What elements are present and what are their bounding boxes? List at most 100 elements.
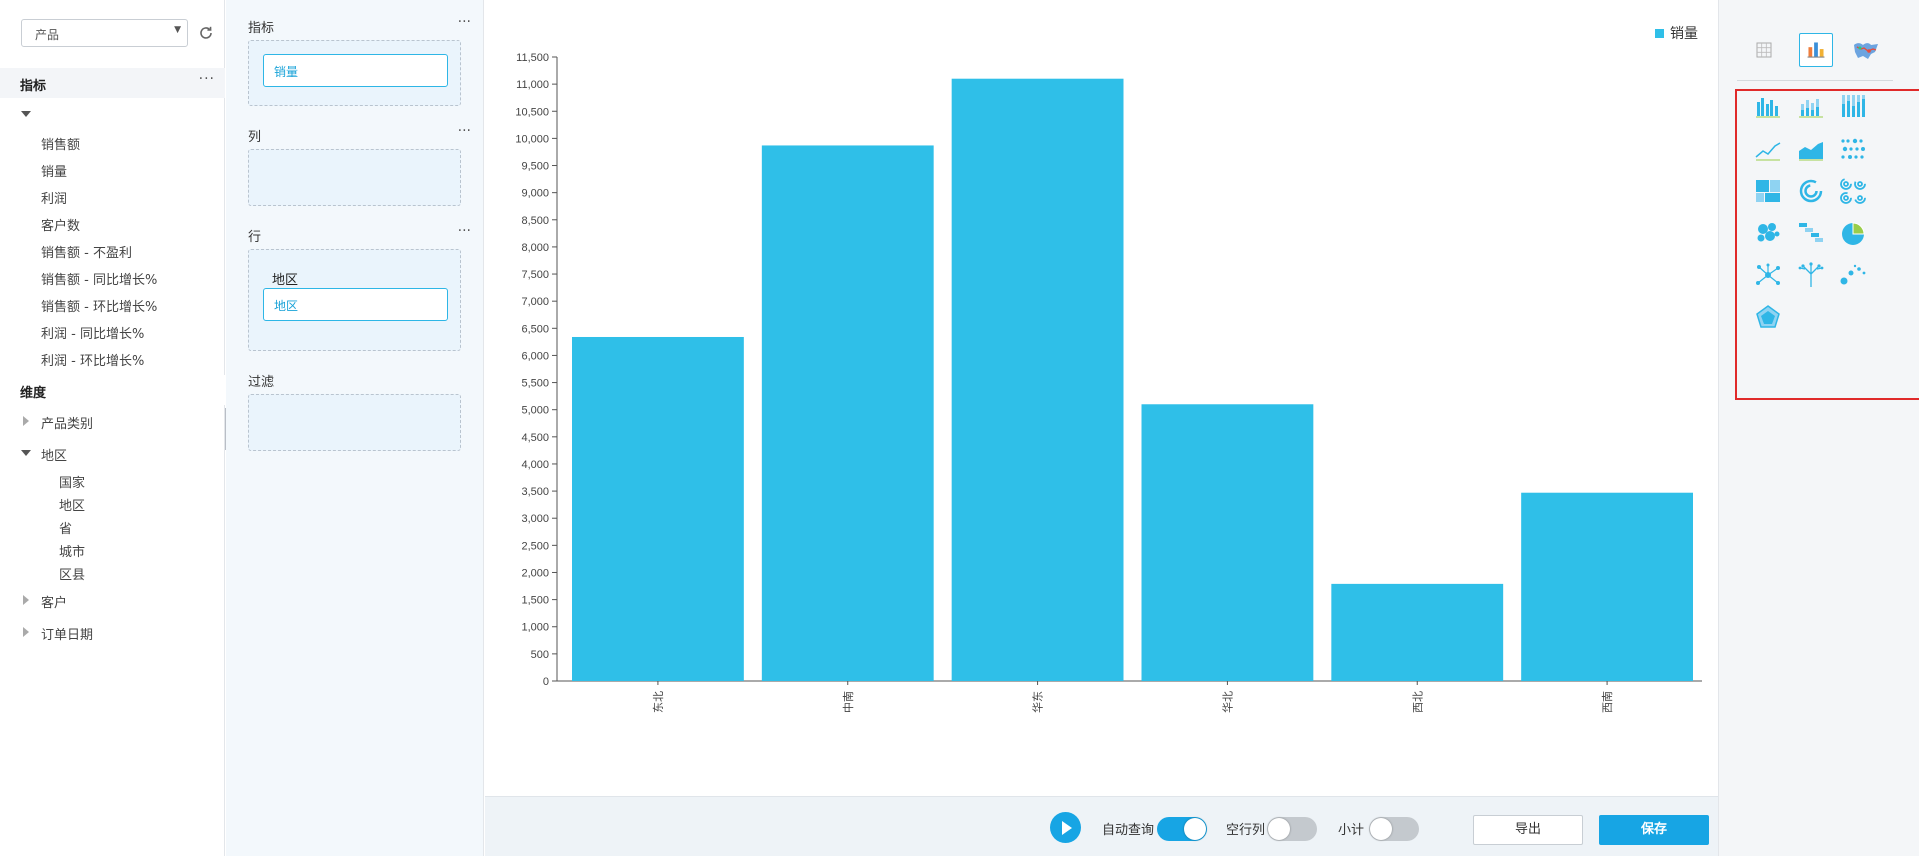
x-tick-label: 西南 (1601, 691, 1614, 713)
x-tick-label: 西北 (1411, 691, 1424, 713)
shelf-measures-label: 指标 (248, 21, 275, 36)
empty-rows-cols-toggle[interactable] (1267, 817, 1317, 841)
y-tick-label: 7,500 (521, 269, 549, 281)
y-tick-label: 5,500 (521, 378, 549, 390)
y-tick-label: 10,500 (515, 106, 549, 118)
y-tick-label: 8,000 (521, 242, 549, 254)
dimensions-section-header: 维度 (0, 375, 225, 405)
measure-item[interactable]: 销售额 - 环比增长% (41, 300, 158, 315)
rows-drop-zone[interactable]: 地区 地区 (248, 249, 461, 351)
dimension-child-item[interactable]: 国家 (59, 476, 86, 491)
bar (1521, 492, 1693, 681)
y-tick-label: 4,500 (521, 432, 549, 444)
subtotal-label: 小计 (1338, 823, 1365, 838)
bar (761, 145, 934, 682)
measure-chip-label: 销量 (274, 65, 299, 79)
waterfall-icon[interactable] (1795, 217, 1827, 249)
measures-drop-zone[interactable]: 销量 (248, 40, 461, 106)
subtotal-toggle[interactable] (1369, 817, 1419, 841)
measure-item[interactable]: 销售额 (41, 138, 81, 153)
network-graph-icon[interactable] (1752, 259, 1784, 291)
toggle-knob (1268, 818, 1290, 840)
measure-item[interactable]: 销量 (41, 165, 68, 180)
dimension-item[interactable]: 地区 (41, 449, 68, 464)
bar (572, 336, 744, 681)
measures-collapse-icon[interactable] (21, 111, 31, 117)
measure-item[interactable]: 销售额 - 同比增长% (41, 273, 158, 288)
dimension-child-item[interactable]: 城市 (59, 545, 86, 560)
measure-item[interactable]: 销售额 - 不盈利 (41, 246, 132, 261)
collapse-icon[interactable] (21, 450, 31, 456)
radar-chart-icon[interactable] (1752, 302, 1784, 334)
tree-diagram-icon[interactable] (1795, 259, 1827, 291)
dot-strip-icon[interactable] (1837, 133, 1869, 165)
chart-legend[interactable]: 销量 (1655, 23, 1698, 43)
measures-more-icon[interactable]: ··· (198, 71, 215, 87)
dimensions-title: 维度 (20, 386, 47, 401)
radial-ring-icon[interactable] (1795, 175, 1827, 207)
dimension-item[interactable]: 订单日期 (41, 628, 94, 643)
shelf-rows-more-icon[interactable]: ··· (457, 223, 471, 239)
y-tick-label: 4,000 (521, 459, 549, 471)
chart-area: 销量 0 500 1,000 1,500 2,000 2,500 3,000 3,500 4,0… (485, 0, 1718, 796)
divider (1737, 80, 1893, 81)
shelf-panel: 指标 ··· 销量 列 ··· 行 ··· 地区 地区 过滤 (226, 0, 484, 856)
map-icon[interactable] (1849, 33, 1883, 67)
y-tick-label: 6,000 (521, 350, 549, 362)
measure-item[interactable]: 利润 - 同比增长% (41, 327, 145, 342)
shelf-columns-label: 列 (248, 130, 262, 145)
bubble-cluster-icon[interactable] (1752, 217, 1784, 249)
dimension-item[interactable]: 产品类别 (41, 417, 94, 432)
clustered-bar-icon[interactable] (1752, 90, 1784, 122)
dimension-child-item[interactable]: 省 (59, 522, 73, 537)
refresh-icon[interactable] (198, 25, 214, 41)
chart-icon[interactable] (1799, 33, 1833, 67)
scatter-plot-icon[interactable] (1837, 259, 1869, 291)
chevron-down-icon: ▼ (174, 25, 181, 35)
fields-panel: 产品 ▼ 指标 ··· 销售额 销量 利润 客户数 销售额 - 不盈利 销售额 … (0, 0, 225, 856)
dimension-item[interactable]: 客户 (41, 596, 68, 611)
expand-icon[interactable] (23, 595, 29, 605)
pie-chart-icon[interactable] (1837, 217, 1869, 249)
x-tick-label: 华东 (1031, 691, 1045, 713)
columns-drop-zone[interactable] (248, 149, 461, 206)
treemap-icon[interactable] (1752, 175, 1784, 207)
x-tick-label: 东北 (652, 691, 665, 713)
chart-types-highlight (1735, 89, 1919, 400)
row-chip[interactable]: 地区 (263, 288, 448, 321)
legend-swatch (1655, 28, 1664, 38)
row-chip-label: 地区 (274, 299, 299, 313)
stacked-bar-icon[interactable] (1795, 90, 1827, 122)
rows-group-label: 地区 (272, 273, 299, 288)
shelf-rows-label: 行 (248, 230, 262, 245)
area-chart-icon[interactable] (1795, 133, 1827, 165)
shelf-columns-more-icon[interactable]: ··· (457, 123, 471, 139)
dimension-child-item[interactable]: 区县 (59, 568, 86, 583)
auto-query-toggle[interactable] (1157, 817, 1207, 841)
measure-item[interactable]: 客户数 (41, 219, 81, 234)
datasource-select[interactable]: 产品 ▼ (21, 19, 188, 47)
measures-title: 指标 (20, 79, 47, 94)
measure-item[interactable]: 利润 - 环比增长% (41, 354, 145, 369)
expand-icon[interactable] (23, 627, 29, 637)
table-icon[interactable] (1747, 33, 1781, 67)
y-tick-label: 11,000 (516, 79, 549, 91)
bottom-toolbar: 自动查询 空行列 小计 导出 保存 (485, 796, 1718, 856)
run-query-button[interactable] (1050, 812, 1081, 843)
export-button[interactable]: 导出 (1473, 815, 1583, 845)
bar (1331, 583, 1504, 681)
multi-ring-icon[interactable] (1837, 175, 1869, 207)
dimension-child-item[interactable]: 地区 (59, 499, 86, 514)
expand-icon[interactable] (23, 416, 29, 426)
measure-chip[interactable]: 销量 (263, 54, 448, 87)
y-tick-label: 0 (543, 676, 549, 688)
y-tick-label: 3,500 (521, 486, 549, 498)
percent-bar-icon[interactable] (1837, 90, 1869, 122)
shelf-measures-more-icon[interactable]: ··· (457, 14, 471, 30)
measure-item[interactable]: 利润 (41, 192, 68, 207)
x-tick-label: 华北 (1220, 691, 1234, 713)
x-tick-label: 中南 (842, 691, 855, 713)
filter-drop-zone[interactable] (248, 394, 461, 451)
line-chart-icon[interactable] (1752, 133, 1784, 165)
save-button[interactable]: 保存 (1599, 815, 1709, 845)
